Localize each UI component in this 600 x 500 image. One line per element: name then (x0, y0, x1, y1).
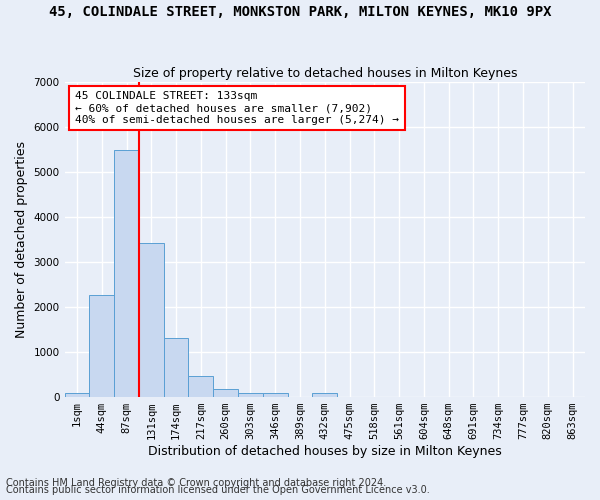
X-axis label: Distribution of detached houses by size in Milton Keynes: Distribution of detached houses by size … (148, 444, 502, 458)
Bar (238, 392, 263, 396)
Bar (164, 338, 188, 396)
Bar (65, 393, 89, 396)
Bar (188, 376, 213, 396)
Bar (139, 243, 164, 396)
Text: Contains HM Land Registry data © Crown copyright and database right 2024.: Contains HM Land Registry data © Crown c… (6, 478, 386, 488)
Bar (313, 393, 337, 396)
Text: 45, COLINDALE STREET, MONKSTON PARK, MILTON KEYNES, MK10 9PX: 45, COLINDALE STREET, MONKSTON PARK, MIL… (49, 5, 551, 19)
Bar (263, 393, 287, 396)
Text: 45 COLINDALE STREET: 133sqm
← 60% of detached houses are smaller (7,902)
40% of : 45 COLINDALE STREET: 133sqm ← 60% of det… (75, 92, 399, 124)
Bar (89, 294, 114, 396)
Bar (114, 150, 139, 396)
Y-axis label: Number of detached properties: Number of detached properties (15, 141, 28, 338)
Text: Contains public sector information licensed under the Open Government Licence v3: Contains public sector information licen… (6, 485, 430, 495)
Bar (213, 389, 238, 396)
Title: Size of property relative to detached houses in Milton Keynes: Size of property relative to detached ho… (133, 66, 517, 80)
